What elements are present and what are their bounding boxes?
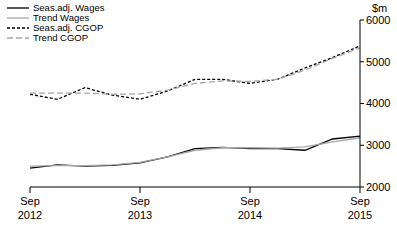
svg-text:4000: 4000 xyxy=(366,97,389,109)
svg-text:3000: 3000 xyxy=(366,139,389,151)
svg-text:6000: 6000 xyxy=(366,14,389,26)
svg-text:2000: 2000 xyxy=(366,181,389,193)
html-text:Seas.adj. Wages: Seas.adj. Wages xyxy=(33,2,105,13)
svg-text:Sep: Sep xyxy=(130,195,150,207)
svg-text:Sep: Sep xyxy=(20,195,40,207)
svg-text:2012: 2012 xyxy=(18,209,42,221)
svg-text:5000: 5000 xyxy=(366,56,389,68)
svg-text:2015: 2015 xyxy=(348,209,372,221)
svg-text:2013: 2013 xyxy=(128,209,152,221)
html-text:Trend CGOP: Trend CGOP xyxy=(33,32,89,43)
svg-text:Sep: Sep xyxy=(350,195,370,207)
html-text:$m: $m xyxy=(372,2,388,14)
html-text:Seas.adj. CGOP: Seas.adj. CGOP xyxy=(33,22,104,33)
svg-text:2014: 2014 xyxy=(238,209,262,221)
html-text:Trend Wages: Trend Wages xyxy=(33,12,90,23)
svg-text:Sep: Sep xyxy=(240,195,260,207)
